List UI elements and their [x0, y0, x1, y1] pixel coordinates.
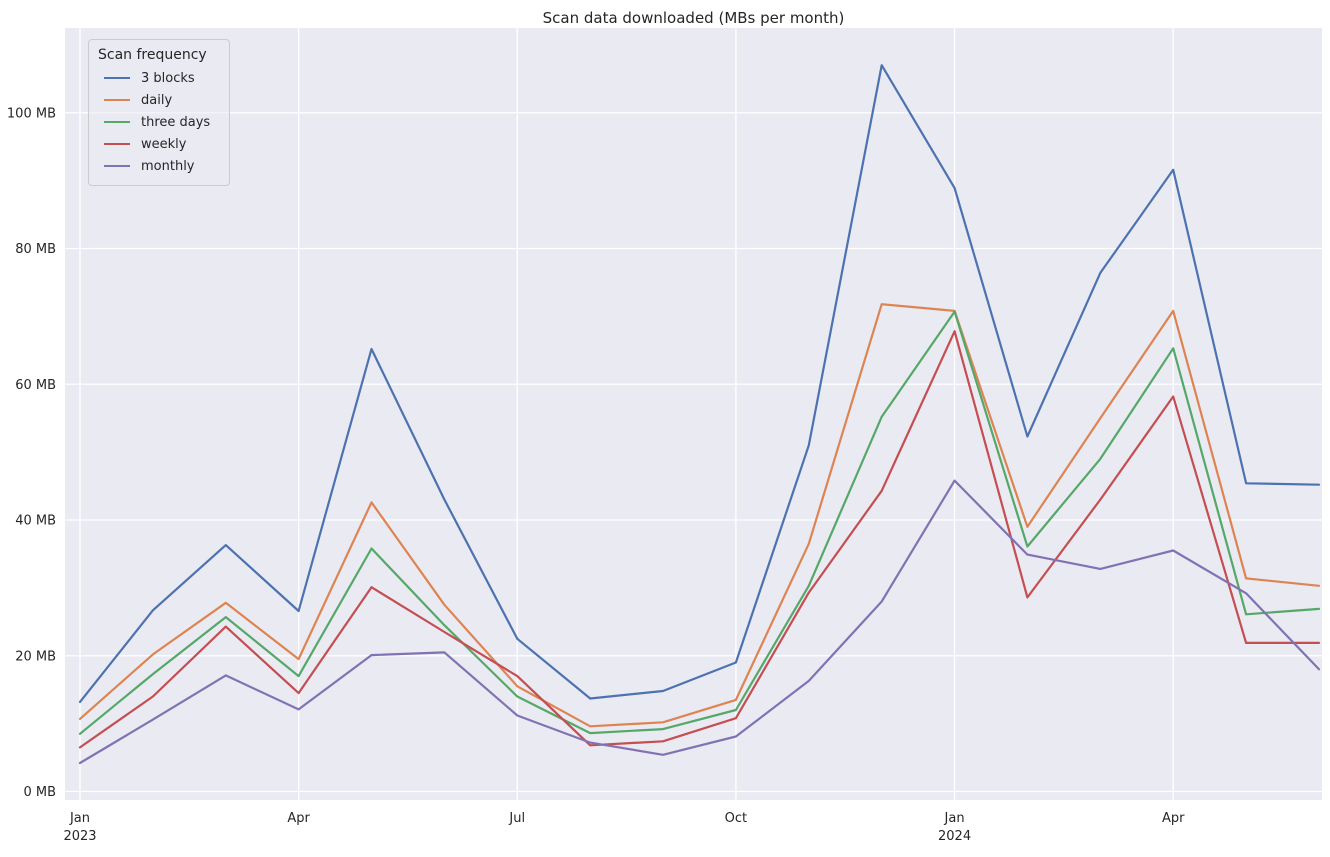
y-tick-label: 100 MB [7, 106, 56, 121]
x-tick-label: Oct [725, 811, 747, 826]
plot-background [65, 28, 1322, 800]
x-tick-label: Apr [287, 811, 310, 826]
y-tick-label: 0 MB [23, 785, 56, 800]
legend: Scan frequency 3 blocks daily three days we… [88, 39, 230, 186]
legend-swatch [104, 77, 130, 79]
gridlines [65, 28, 1322, 800]
x-axis-labels: Jan 2023 Apr Jul Oct Jan 2024 Apr [63, 811, 1185, 844]
legend-swatch [104, 121, 130, 123]
y-tick-label: 80 MB [15, 242, 56, 257]
legend-label: monthly [141, 158, 195, 174]
legend-swatch [104, 165, 130, 167]
x-tick-label: Jul [508, 811, 525, 826]
y-axis-labels: 0 MB 20 MB 40 MB 60 MB 80 MB 100 MB [7, 106, 56, 800]
legend-label: weekly [141, 136, 187, 152]
legend-item-monthly: monthly [98, 155, 219, 177]
series-line-2 [78, 310, 1321, 735]
legend-item-three-days: three days [98, 111, 219, 133]
x-tick-label: Jan [69, 811, 90, 826]
legend-items: 3 blocks daily three days weekly monthly [98, 67, 219, 177]
y-tick-label: 60 MB [15, 378, 56, 393]
x-tick-year-label: 2024 [938, 829, 971, 844]
legend-label: three days [141, 114, 211, 130]
legend-swatch [104, 143, 130, 145]
x-tick-year-label: 2023 [63, 829, 96, 844]
y-tick-label: 40 MB [15, 514, 56, 529]
legend-label: daily [141, 92, 173, 108]
chart-title: Scan data downloaded (MBs per month) [542, 9, 845, 27]
series-line-1 [78, 303, 1321, 728]
x-tick-label: Apr [1162, 811, 1185, 826]
legend-item-daily: daily [98, 89, 219, 111]
legend-swatch [104, 99, 130, 101]
x-tick-label: Jan [944, 811, 965, 826]
legend-item-weekly: weekly [98, 133, 219, 155]
legend-item-3-blocks: 3 blocks [98, 67, 219, 89]
legend-label: 3 blocks [141, 70, 195, 86]
y-tick-label: 20 MB [15, 649, 56, 664]
series-line-0 [78, 64, 1321, 704]
legend-title: Scan frequency [98, 47, 207, 63]
series-line-3 [78, 330, 1321, 749]
series-line-4 [78, 479, 1321, 765]
